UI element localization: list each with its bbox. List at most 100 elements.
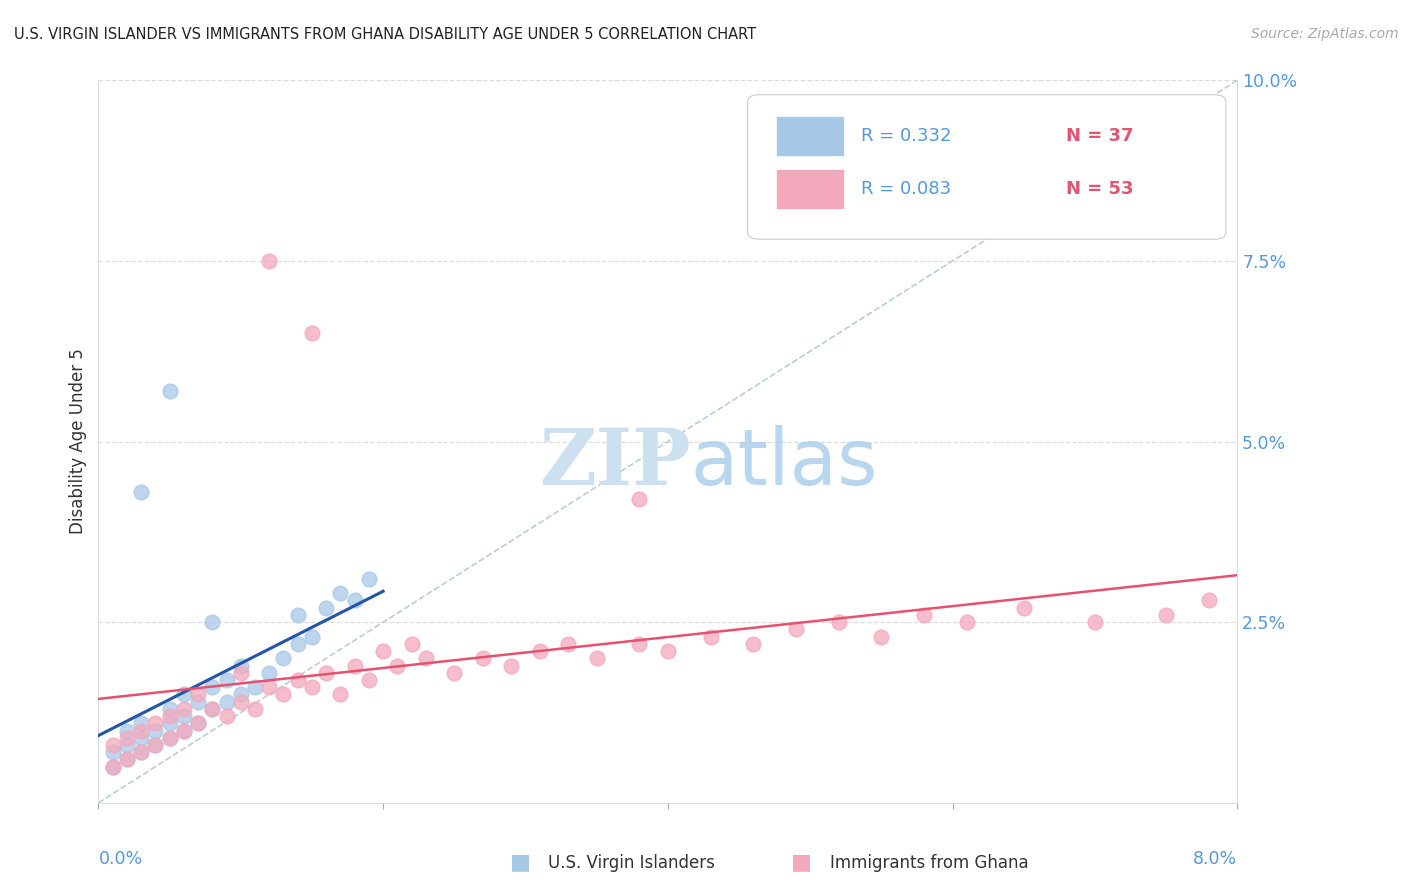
- Point: [101, 760, 124, 774]
- Point: [387, 658, 409, 673]
- Point: [173, 723, 195, 738]
- Point: [229, 695, 252, 709]
- Text: U.S. Virgin Islanders: U.S. Virgin Islanders: [548, 854, 716, 871]
- Point: [1012, 600, 1035, 615]
- Point: [101, 760, 124, 774]
- Point: [301, 326, 323, 340]
- Point: [828, 615, 851, 630]
- Point: [159, 702, 181, 716]
- Point: [115, 752, 138, 766]
- Point: [115, 738, 138, 752]
- Point: [329, 687, 352, 701]
- Text: N = 53: N = 53: [1067, 179, 1135, 198]
- Point: [129, 745, 152, 759]
- Point: [785, 623, 807, 637]
- Point: [159, 716, 181, 731]
- Point: [315, 600, 337, 615]
- Point: [628, 637, 651, 651]
- Point: [912, 607, 935, 622]
- Point: [401, 637, 423, 651]
- Text: ■: ■: [792, 853, 811, 872]
- Point: [259, 254, 281, 268]
- Point: [357, 673, 380, 687]
- Point: [699, 630, 721, 644]
- Text: N = 37: N = 37: [1067, 127, 1135, 145]
- Point: [159, 731, 181, 745]
- Point: [159, 384, 181, 398]
- Point: [101, 738, 124, 752]
- Point: [742, 637, 765, 651]
- Point: [1154, 607, 1177, 622]
- Point: [229, 658, 252, 673]
- Point: [329, 586, 352, 600]
- Point: [343, 593, 366, 607]
- Text: Source: ZipAtlas.com: Source: ZipAtlas.com: [1251, 27, 1399, 41]
- Y-axis label: Disability Age Under 5: Disability Age Under 5: [69, 349, 87, 534]
- Point: [243, 702, 266, 716]
- Text: R = 0.332: R = 0.332: [862, 127, 952, 145]
- Point: [187, 716, 209, 731]
- Point: [956, 615, 979, 630]
- Point: [129, 745, 152, 759]
- Point: [129, 723, 152, 738]
- Point: [343, 658, 366, 673]
- Point: [501, 658, 523, 673]
- Point: [129, 716, 152, 731]
- Point: [357, 572, 380, 586]
- Point: [657, 644, 679, 658]
- Point: [259, 680, 281, 694]
- Point: [628, 492, 651, 507]
- Point: [201, 615, 224, 630]
- Point: [229, 665, 252, 680]
- Point: [287, 673, 309, 687]
- Point: [159, 709, 181, 723]
- Point: [173, 687, 195, 701]
- Point: [115, 723, 138, 738]
- Text: atlas: atlas: [690, 425, 879, 501]
- Point: [159, 731, 181, 745]
- Point: [215, 673, 238, 687]
- Point: [371, 644, 394, 658]
- Point: [287, 607, 309, 622]
- Point: [585, 651, 607, 665]
- Point: [173, 723, 195, 738]
- Point: [287, 637, 309, 651]
- Point: [115, 752, 138, 766]
- FancyBboxPatch shape: [776, 169, 845, 209]
- Text: 8.0%: 8.0%: [1194, 850, 1237, 868]
- Point: [215, 709, 238, 723]
- Point: [870, 630, 893, 644]
- Point: [187, 695, 209, 709]
- Text: U.S. VIRGIN ISLANDER VS IMMIGRANTS FROM GHANA DISABILITY AGE UNDER 5 CORRELATION: U.S. VIRGIN ISLANDER VS IMMIGRANTS FROM …: [14, 27, 756, 42]
- Point: [201, 702, 224, 716]
- Point: [115, 731, 138, 745]
- Point: [145, 738, 167, 752]
- Point: [201, 702, 224, 716]
- Point: [129, 485, 152, 500]
- Point: [301, 630, 323, 644]
- Point: [101, 745, 124, 759]
- Point: [201, 680, 224, 694]
- Point: [229, 687, 252, 701]
- Point: [415, 651, 437, 665]
- Point: [557, 637, 579, 651]
- Text: R = 0.083: R = 0.083: [862, 179, 952, 198]
- Point: [145, 723, 167, 738]
- Point: [1084, 615, 1107, 630]
- Point: [145, 738, 167, 752]
- Text: Immigrants from Ghana: Immigrants from Ghana: [830, 854, 1028, 871]
- Point: [273, 687, 295, 701]
- Point: [215, 695, 238, 709]
- Point: [259, 665, 281, 680]
- Point: [273, 651, 295, 665]
- Point: [301, 680, 323, 694]
- Text: ■: ■: [510, 853, 530, 872]
- Point: [443, 665, 465, 680]
- FancyBboxPatch shape: [776, 116, 845, 156]
- Point: [243, 680, 266, 694]
- Point: [187, 716, 209, 731]
- Point: [129, 731, 152, 745]
- Point: [315, 665, 337, 680]
- Point: [529, 644, 551, 658]
- Point: [173, 709, 195, 723]
